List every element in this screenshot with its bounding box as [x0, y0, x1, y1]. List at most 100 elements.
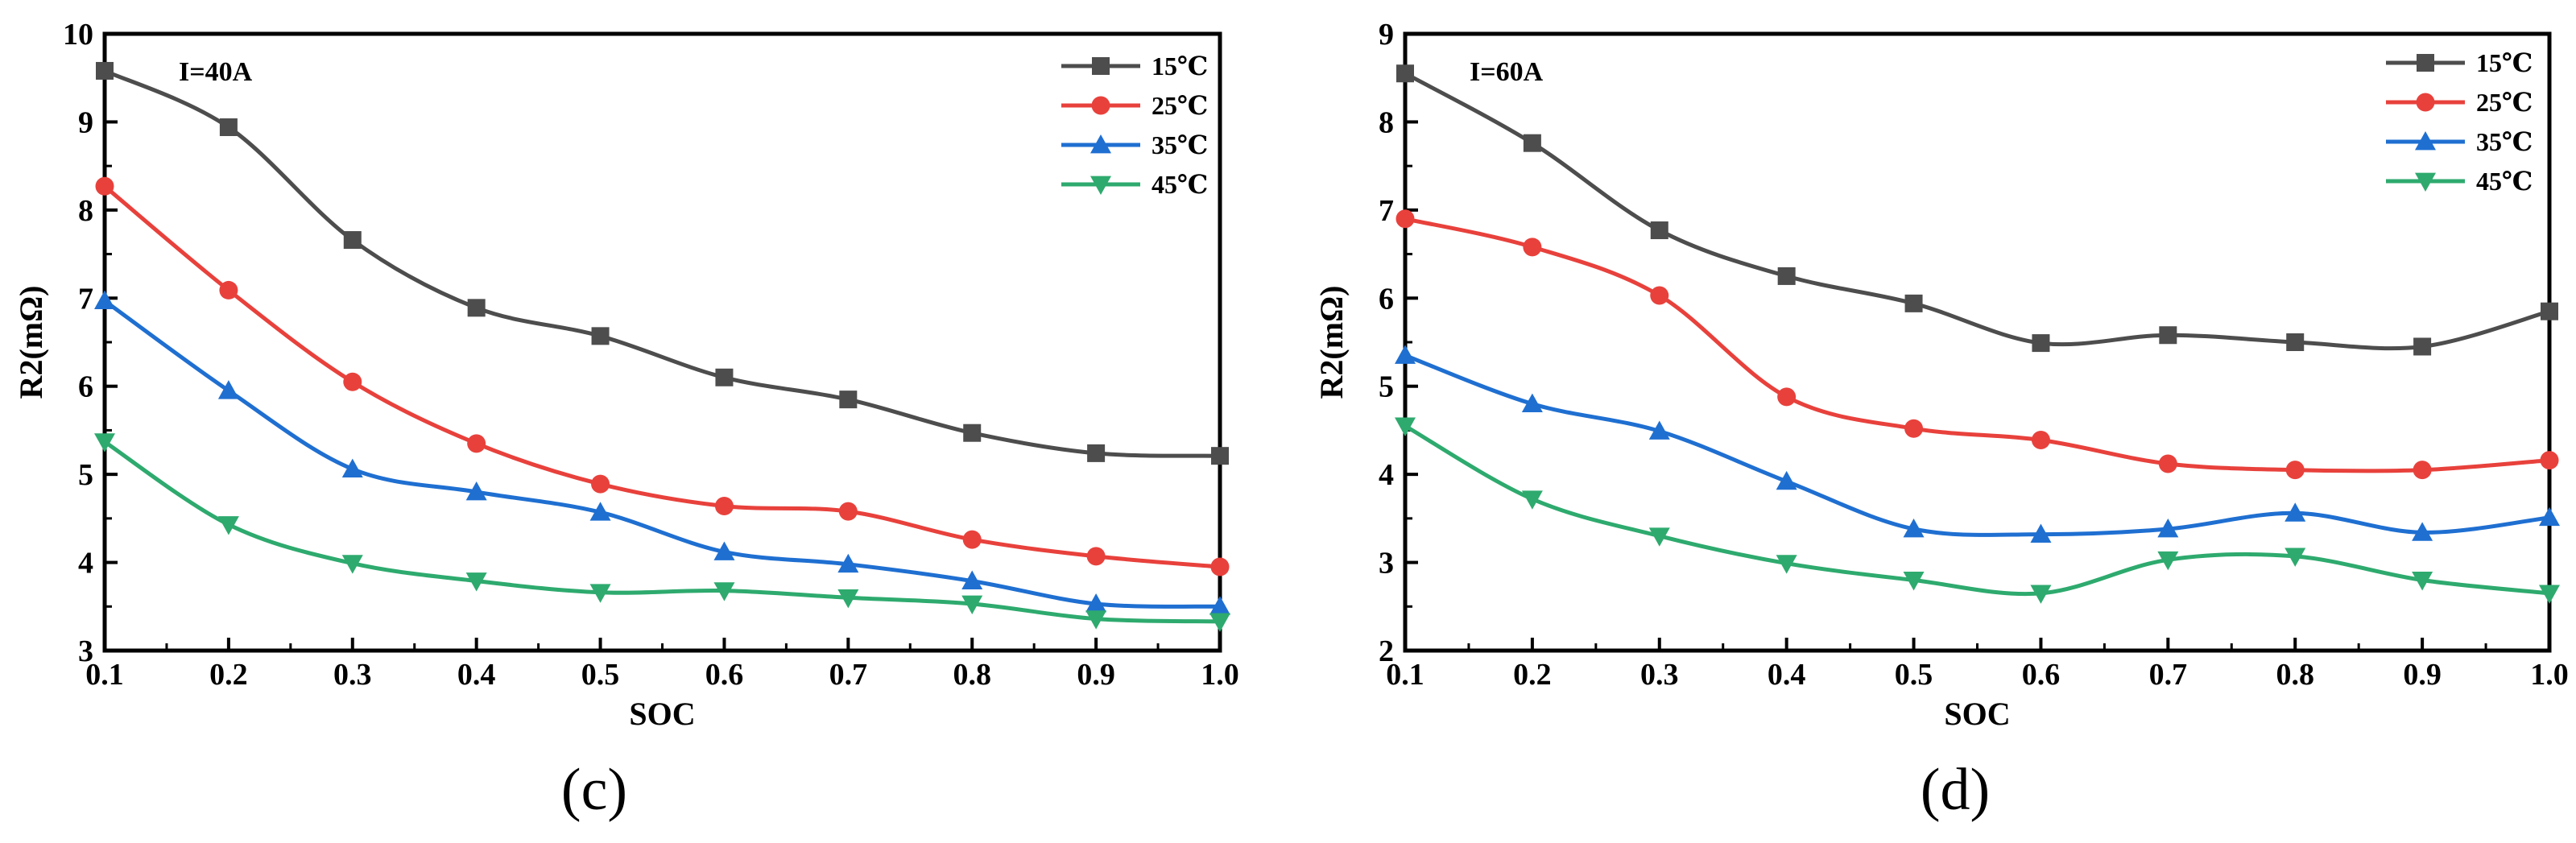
- legend-label: 25℃: [1152, 91, 1208, 120]
- data-point: [1521, 393, 1543, 412]
- data-point: [1776, 470, 1797, 490]
- series-line: [1405, 72, 2549, 351]
- data-point: [1648, 420, 1670, 440]
- data-point: [2030, 585, 2052, 604]
- legend-label: 25℃: [2476, 88, 2533, 117]
- data-point: [467, 299, 486, 317]
- y-tick-label: 3: [1379, 547, 1394, 581]
- x-tick-label: 0.9: [2403, 658, 2442, 692]
- legend-label: 35℃: [1152, 130, 1208, 159]
- series-line: [1405, 353, 2549, 537]
- series-1: [1396, 209, 2559, 480]
- data-point: [1650, 221, 1668, 240]
- data-point: [1776, 555, 1797, 574]
- y-tick-label: 10: [63, 18, 93, 52]
- data-point: [589, 502, 611, 521]
- y-tick-label: 6: [78, 370, 93, 404]
- x-tick-label: 0.4: [1768, 658, 1806, 692]
- data-point: [2157, 551, 2179, 571]
- x-tick-label: 0.7: [2149, 658, 2188, 692]
- x-tick-label: 0.2: [209, 658, 248, 692]
- legend-marker: [2415, 172, 2436, 192]
- legend-marker: [1091, 96, 1110, 115]
- data-point: [2413, 337, 2432, 356]
- x-tick-label: 0.6: [2022, 658, 2061, 692]
- data-point: [837, 589, 859, 609]
- legend-label: 45℃: [2476, 167, 2533, 196]
- data-point: [1085, 593, 1107, 613]
- legend: 15℃ 25℃ 35℃ 45℃: [2386, 48, 2533, 196]
- legend-label: 15℃: [1152, 52, 1208, 81]
- data-point: [1395, 345, 1416, 364]
- data-point: [2284, 548, 2306, 567]
- x-tick-label: 0.9: [1077, 658, 1115, 692]
- data-point: [1777, 387, 1797, 407]
- data-point: [713, 582, 735, 601]
- data-point: [2032, 334, 2050, 353]
- data-point: [837, 553, 859, 573]
- data-point: [2285, 461, 2305, 480]
- series-1: [95, 176, 1230, 576]
- data-point: [219, 280, 238, 300]
- panel-caption: (d): [1921, 757, 1990, 823]
- panel-caption: (c): [561, 757, 627, 823]
- data-point: [1395, 417, 1416, 436]
- data-point: [591, 474, 610, 494]
- data-point: [465, 572, 487, 592]
- data-point: [961, 570, 983, 589]
- y-tick-label: 4: [78, 547, 93, 581]
- y-tick-label: 5: [78, 458, 93, 492]
- x-tick-label: 1.0: [1201, 658, 1239, 692]
- data-point: [838, 502, 858, 521]
- data-point: [94, 433, 115, 452]
- legend-marker: [2416, 93, 2435, 112]
- data-point: [1523, 238, 1542, 257]
- data-point: [1209, 613, 1230, 632]
- legend: 15℃ 25℃ 35℃ 45℃: [1061, 52, 1208, 199]
- data-point: [1650, 286, 1669, 305]
- x-tick-label: 0.8: [953, 658, 991, 692]
- data-point: [2031, 430, 2050, 449]
- series-line: [105, 68, 1220, 458]
- x-tick-label: 0.3: [333, 658, 372, 692]
- current-annotation: I=60A: [1470, 57, 1544, 87]
- x-axis-label: SOC: [629, 696, 695, 732]
- legend-marker: [1090, 134, 1111, 154]
- x-tick-label: 0.1: [1386, 658, 1424, 692]
- legend-label: 35℃: [2476, 127, 2533, 156]
- data-point: [2540, 451, 2559, 470]
- data-point: [1523, 134, 1541, 152]
- y-tick-label: 7: [78, 282, 93, 316]
- data-point: [839, 391, 858, 409]
- data-point: [963, 424, 982, 442]
- data-point: [715, 368, 734, 386]
- series-line: [1405, 424, 2549, 597]
- data-point: [217, 516, 239, 535]
- series-0: [96, 61, 1229, 465]
- data-point: [2284, 502, 2306, 522]
- y-tick-label: 5: [1379, 370, 1394, 404]
- y-axis-label: R2(mΩ): [13, 286, 49, 399]
- plot-frame: [102, 31, 1222, 653]
- data-point: [713, 541, 735, 560]
- data-point: [1904, 294, 1923, 312]
- data-point: [589, 584, 611, 603]
- data-point: [2412, 572, 2433, 591]
- series-2: [1395, 345, 2560, 543]
- data-point: [94, 290, 115, 309]
- legend-marker: [1090, 176, 1111, 195]
- data-point: [341, 458, 363, 477]
- data-point: [2539, 585, 2560, 604]
- data-point: [219, 118, 238, 136]
- series-line: [105, 184, 1220, 569]
- series-line: [105, 440, 1220, 624]
- data-point: [95, 176, 114, 196]
- x-tick-label: 0.2: [1513, 658, 1552, 692]
- chart-panel-c: 0.1 0.2 0.3 0.4 0.5 0.6 0.7 0.8 0.9 1.0 3 4 5 6 7 8 9 10 S…: [13, 18, 1239, 823]
- data-point: [343, 231, 362, 250]
- data-point: [1085, 610, 1107, 630]
- legend-marker: [2415, 131, 2436, 151]
- data-point: [217, 380, 239, 399]
- y-tick-label: 3: [78, 634, 93, 668]
